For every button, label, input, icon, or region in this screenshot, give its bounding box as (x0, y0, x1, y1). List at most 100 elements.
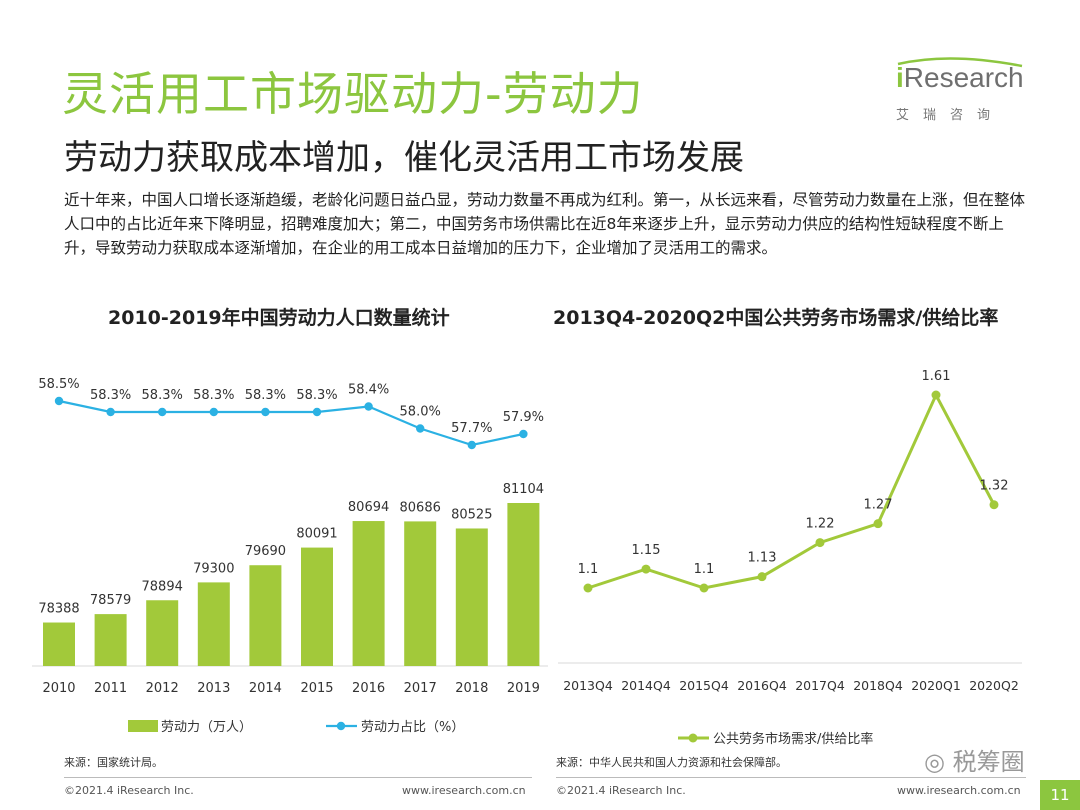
chart2-ratio-label: 1.15 (632, 543, 661, 558)
chart1-bar (94, 614, 127, 666)
chart1-x-tick-label: 2010 (42, 681, 75, 696)
chart1-bar-value-label: 80091 (296, 527, 337, 542)
chart2-ratio-point (873, 519, 883, 529)
wechat-icon: ◎ (924, 748, 945, 776)
chart1-pct-label: 58.5% (38, 377, 79, 392)
chart1-bar-value-label: 78894 (142, 579, 183, 594)
chart1-legend-bar-swatch (128, 720, 158, 732)
chart1-bar (301, 547, 333, 666)
chart1-pct-label: 57.7% (451, 421, 492, 436)
chart1-legend-bar-label: 劳动力（万人） (161, 719, 252, 735)
chart1-pct-label: 58.3% (245, 388, 286, 403)
chart1-bar (404, 521, 437, 666)
chart2-ratio-point (757, 572, 767, 582)
chart2-ratio-label: 1.32 (980, 479, 1009, 494)
chart1-pct-point (209, 407, 218, 417)
chart1-bar (455, 528, 488, 666)
chart2-ratio-point (815, 538, 825, 548)
chart1-pct-label: 57.9% (503, 410, 544, 425)
chart1-pct-line (58, 399, 524, 447)
chart1-pct-label: 58.3% (142, 388, 183, 403)
chart1-pct-label: 58.3% (296, 388, 337, 403)
chart1-x-tick-label: 2011 (94, 681, 127, 696)
chart1-bar (197, 582, 230, 666)
chart2-ratio-point (583, 583, 593, 593)
footer-divider-left (64, 777, 532, 778)
iresearch-logo: iResearch 艾瑞咨询 (896, 57, 1046, 128)
chart1-pct-point (158, 407, 167, 417)
chart1-bar-value-label: 78579 (90, 593, 131, 608)
chart1-bar (43, 622, 75, 666)
chart1-pct-point (261, 407, 270, 417)
chart2-legend-marker (688, 733, 698, 743)
chart1-bar-value-label: 81104 (503, 482, 544, 497)
chart1-x-tick-label: 2018 (455, 681, 488, 696)
watermark: ◎ 税筹圈 (924, 748, 1025, 776)
chart1-bar-value-label: 79300 (193, 561, 234, 576)
chart1-pct-point (467, 440, 476, 450)
chart2-ratio-point (931, 390, 941, 400)
chart1-pct-point (54, 396, 64, 406)
chart2-x-tick-label: 2018Q4 (853, 678, 903, 693)
chart2-x-tick-label: 2014Q4 (621, 678, 671, 693)
chart1-bar-value-label: 79690 (245, 544, 286, 559)
chart1-bar (352, 521, 385, 666)
footer-copyright-right: ©2021.4 iResearch Inc. (556, 784, 686, 797)
chart1-pct-point (106, 407, 115, 417)
chart1-legend-line-label: 劳动力占比（%） (361, 719, 464, 735)
chart1-x-tick-label: 2019 (507, 681, 540, 696)
footer-divider-right (556, 777, 1026, 778)
chart1-x-tick-label: 2016 (352, 681, 385, 696)
chart2-title: 2013Q4-2020Q2中国公共劳务市场需求/供给比率 (553, 307, 999, 329)
logo-cn-text: 艾瑞咨询 (896, 108, 1005, 123)
logo-swoosh-icon (897, 57, 1023, 68)
page-title: 灵活用工市场驱动力-劳动力 (62, 67, 644, 121)
chart1-bar-value-label: 80686 (400, 500, 441, 515)
chart2-ratio-label: 1.1 (694, 562, 715, 577)
chart2-ratio-label: 1.1 (578, 562, 599, 577)
source-left: 来源：国家统计局。 (64, 756, 163, 769)
chart1-pct-label: 58.4% (348, 383, 389, 398)
chart2-ratio-line (587, 391, 996, 590)
chart2-x-tick-label: 2015Q4 (679, 678, 729, 693)
chart2-ratio-label: 1.61 (922, 369, 951, 384)
chart1-pct-point (364, 402, 373, 411)
chart1-title: 2010-2019年中国劳动力人口数量统计 (108, 307, 450, 329)
page-subtitle: 劳动力获取成本增加，催化灵活用工市场发展 (64, 138, 744, 178)
chart2-x-tick-label: 2017Q4 (795, 678, 845, 693)
chart2-ratio-point (699, 583, 709, 593)
chart1-pct-point (519, 429, 528, 439)
chart1-bar-value-label: 80525 (451, 507, 492, 522)
footer-copyright-left: ©2021.4 iResearch Inc. (64, 784, 194, 797)
chart1-bar (249, 565, 282, 666)
chart1-bar-value-label: 80694 (348, 500, 389, 515)
chart1-x-tick-label: 2013 (197, 681, 230, 696)
chart1-x-tick-label: 2012 (146, 681, 179, 696)
chart2-ratio-label: 1.13 (748, 551, 777, 566)
chart1-pct-label: 58.3% (193, 388, 234, 403)
chart1-x-tick-label: 2015 (300, 681, 333, 696)
footer-url-left: www.iresearch.com.cn (402, 784, 526, 797)
page-number: 11 (1040, 780, 1080, 810)
chart2-x-tick-label: 2016Q4 (737, 678, 787, 693)
chart2-x-tick-label: 2020Q1 (911, 678, 961, 693)
chart1-bar (146, 600, 179, 666)
source-right: 来源：中华人民共和国人力资源和社会保障部。 (556, 756, 787, 769)
chart1-pct-label: 58.0% (400, 405, 441, 420)
chart1-pct-point (416, 424, 425, 433)
chart2-ratio-label: 1.22 (806, 517, 835, 532)
chart2-ratio-label: 1.27 (864, 498, 893, 513)
chart1-pct-point (312, 407, 322, 417)
chart2-x-tick-label: 2020Q2 (969, 678, 1019, 693)
chart2-ratio-point (641, 564, 651, 574)
footer-url-right: www.iresearch.com.cn (897, 784, 1021, 797)
logo-wordmark: iResearch (896, 62, 1024, 93)
chart1-legend-line-marker (336, 721, 346, 731)
chart2-legend-label: 公共劳务市场需求/供给比率 (713, 731, 873, 747)
chart1-bar-value-label: 78388 (38, 602, 79, 617)
chart2-ratio-point (989, 500, 999, 510)
chart1-pct-label: 58.3% (90, 388, 131, 403)
chart2-x-tick-label: 2013Q4 (563, 678, 613, 693)
intro-paragraph: 近十年来，中国人口增长逐渐趋缓，老龄化问题日益凸显，劳动力数量不再成为红利。第一… (64, 191, 1026, 257)
